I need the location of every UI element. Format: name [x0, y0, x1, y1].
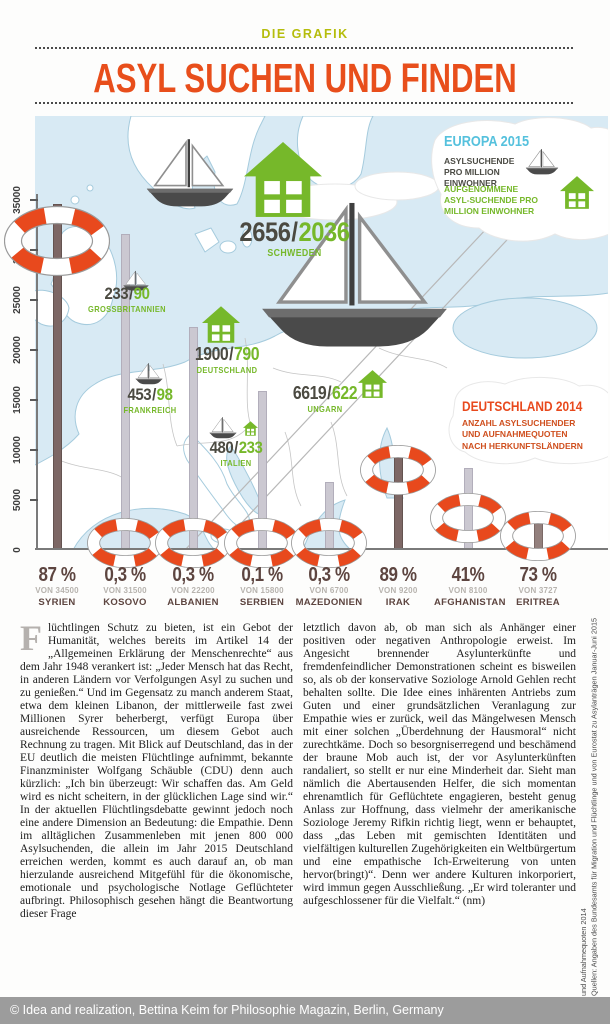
article-right-text: letztlich davon ab, ob man sich als Anhä… — [303, 622, 576, 907]
y-tick — [30, 199, 38, 201]
source-note: Quellen: Angaben des Bundesamts für Migr… — [578, 617, 599, 996]
page-title: ASYL SUCHEN UND FINDEN — [93, 55, 517, 101]
lifebuoy-eritrea — [499, 511, 577, 561]
y-tick — [30, 349, 38, 351]
y-tick — [30, 499, 38, 501]
y-tick — [30, 249, 38, 251]
sailboat-icon — [146, 138, 234, 208]
dotted-rule-top — [35, 47, 573, 49]
y-tick — [30, 449, 38, 451]
bar-afghanistan — [464, 468, 473, 550]
lifebuoy-albanien — [154, 518, 232, 568]
europe-map — [35, 116, 608, 550]
bar-syrien — [53, 204, 62, 550]
map-label-italien: 480/233 ITALIEN — [209, 438, 263, 468]
dotted-rule-bottom — [35, 102, 573, 104]
lifebuoy-kosovo — [86, 518, 164, 568]
map-label-deutschland: 1900/790 DEUTSCHLAND — [194, 344, 260, 375]
map-label-schweden: 2656/2036 SCHWEDEN — [239, 217, 350, 260]
y-axis-line — [36, 194, 38, 550]
map-label-grossbritannien: 233/90 GROSSBRITANNIEN — [88, 284, 166, 314]
dropcap: F — [20, 618, 42, 658]
footer-bar: © Idea and realization, Bettina Keim for… — [0, 997, 610, 1024]
france-sailboat-icon — [135, 363, 163, 385]
italy-sailboat-icon — [209, 417, 237, 439]
country-column-afghanistan: 41% VON 8100 AFGHANISTAN — [434, 564, 506, 608]
legend-title: EUROPA 2015 — [444, 133, 530, 150]
bar-albanien — [189, 327, 198, 550]
map-label-frankreich: 453/98 FRANKREICH — [123, 385, 177, 415]
legend-accepted-label: AUFGENOMMENE ASYL-SUCHENDE PRO MILLION E… — [444, 184, 538, 217]
lifebuoy-mazedonien — [290, 518, 368, 568]
y-tick — [30, 299, 38, 301]
x-axis-line — [35, 548, 608, 550]
country-column-serbien: 0,1 % VON 15800 SERBIEN — [239, 564, 285, 608]
lifebuoy-syrien — [4, 206, 110, 276]
italy-house-icon — [243, 421, 258, 436]
germany-house-icon — [202, 306, 240, 343]
country-column-albanien: 0,3 % VON 22200 ALBANIEN — [167, 564, 219, 608]
map-label-ungarn: 6619/622 UNGARN — [292, 383, 358, 414]
germany-2014-subtitle: ANZAHL ASYLSUCHENDER UND AUFNAHMEQUOTEN … — [462, 418, 583, 451]
article-right-column: letztlich davon ab, ob man sich als Anhä… — [303, 622, 576, 908]
bar-kosovo — [121, 234, 130, 550]
y-tick — [30, 399, 38, 401]
country-column-kosovo: 0,3 % VON 31500 KOSOVO — [103, 564, 147, 608]
legend-seekers-label: ASYLSUCHENDE PRO MILLION EINWOHNER — [444, 156, 515, 189]
legend-house-icon — [560, 176, 594, 209]
sweden-house-icon — [244, 142, 322, 217]
country-column-syrien: 87 % VON 34500 SYRIEN — [35, 564, 79, 608]
germany-2014-title: DEUTSCHLAND 2014 — [462, 398, 583, 414]
footer-credit: © Idea and realization, Bettina Keim for… — [10, 1003, 444, 1017]
section-kicker: DIE GRAFIK — [261, 27, 349, 41]
bar-serbien — [258, 391, 267, 550]
lifebuoy-afghanistan — [429, 493, 507, 543]
country-column-irak: 89 % VON 9200 IRAK — [378, 564, 418, 608]
article-left-text: lüchtlingen Schutz zu bieten, ist ein Ge… — [20, 622, 293, 920]
bar-mazedonien — [325, 482, 334, 550]
lifebuoy-irak — [359, 445, 437, 495]
country-column-eritrea: 73 % VON 3727 ERITREA — [516, 564, 560, 608]
country-column-mazedonien: 0,3 % VON 6700 MAZEDONIEN — [295, 564, 363, 608]
